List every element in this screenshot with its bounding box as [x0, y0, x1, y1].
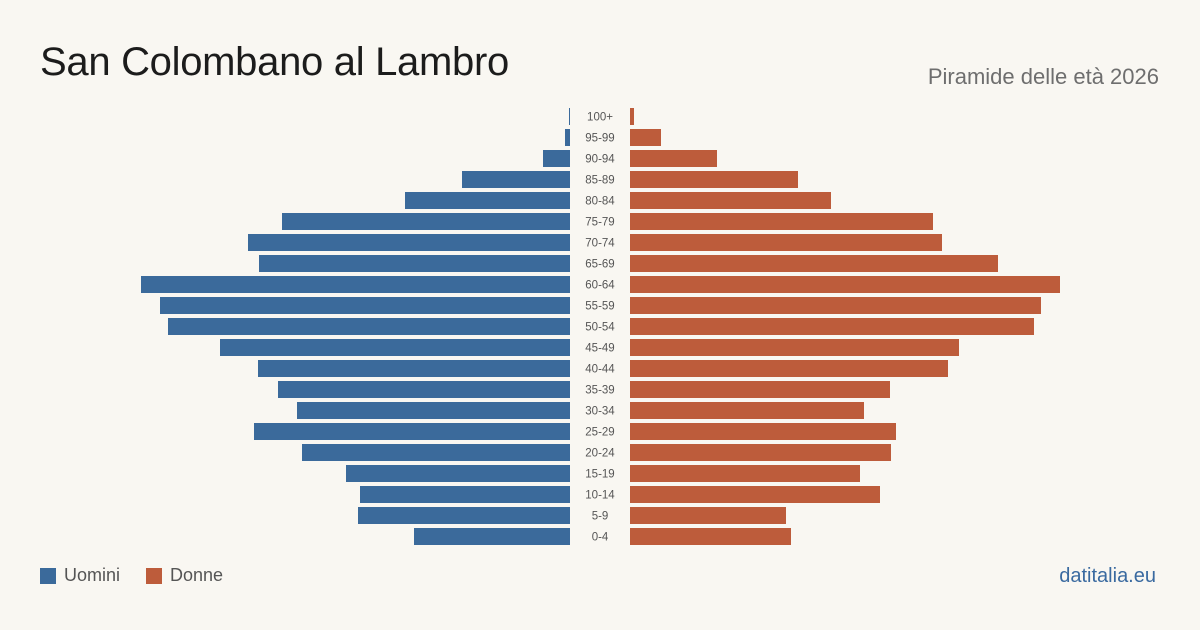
age-group-label: 40-44	[585, 364, 615, 376]
age-group-label: 95-99	[585, 133, 614, 145]
age-group-label: 85-89	[585, 175, 614, 187]
age-group-label: 10-14	[585, 490, 615, 502]
bar-men-75-79	[282, 213, 570, 230]
bar-women-30-34	[630, 402, 864, 419]
bar-men-80-84	[405, 192, 570, 209]
bar-women-25-29	[630, 423, 896, 440]
bar-women-0-4	[630, 528, 791, 545]
bar-men-45-49	[220, 339, 570, 356]
bar-women-60-64	[630, 276, 1060, 293]
bar-women-5-9	[630, 507, 786, 524]
bar-women-40-44	[630, 360, 948, 377]
bar-men-40-44	[258, 360, 570, 377]
legend-item-women: Donne	[146, 565, 223, 586]
bar-men-65-69	[259, 255, 570, 272]
legend-swatch-men	[40, 567, 56, 584]
bar-men-95-99	[565, 129, 570, 146]
bar-women-90-94	[630, 150, 717, 167]
bar-men-15-19	[346, 465, 570, 482]
age-group-label: 50-54	[585, 322, 615, 334]
age-group-label: 5-9	[592, 511, 609, 523]
bar-men-55-59	[160, 297, 570, 314]
bar-women-65-69	[630, 255, 998, 272]
bar-women-45-49	[630, 339, 959, 356]
bar-men-25-29	[254, 423, 570, 440]
bar-men-100+	[569, 108, 570, 125]
legend-swatch-women	[146, 567, 163, 584]
bar-women-50-54	[630, 318, 1034, 335]
legend-label-women: Donne	[170, 565, 224, 585]
age-group-label: 55-59	[585, 301, 614, 313]
age-group-label: 65-69	[585, 259, 614, 271]
bar-men-90-94	[543, 150, 570, 167]
brand-link[interactable]: datitalia.eu	[1059, 565, 1156, 587]
bar-women-35-39	[630, 381, 890, 398]
chart-subtitle: Piramide delle età 2026	[927, 64, 1159, 89]
bar-women-70-74	[630, 234, 942, 251]
age-group-label: 60-64	[585, 280, 615, 292]
age-group-label: 75-79	[585, 217, 614, 229]
age-group-label: 80-84	[585, 196, 615, 208]
bar-men-50-54	[168, 318, 570, 335]
bar-men-35-39	[278, 381, 570, 398]
bar-women-100+	[630, 108, 634, 125]
bar-men-5-9	[358, 507, 570, 524]
bar-women-85-89	[630, 171, 798, 188]
bar-men-60-64	[141, 276, 570, 293]
bar-men-30-34	[297, 402, 570, 419]
bar-women-10-14	[630, 486, 880, 503]
age-group-label: 45-49	[585, 343, 614, 355]
age-group-label: 20-24	[585, 448, 615, 460]
age-group-label: 100+	[587, 112, 613, 124]
age-group-label: 30-34	[585, 406, 615, 418]
age-group-label: 15-19	[585, 469, 614, 481]
bar-men-85-89	[462, 171, 570, 188]
age-group-label: 90-94	[585, 154, 615, 166]
bar-men-70-74	[248, 234, 570, 251]
legend-item-men: Uomini	[40, 565, 120, 586]
bar-men-10-14	[360, 486, 570, 503]
bar-men-0-4	[414, 528, 570, 545]
bar-women-55-59	[630, 297, 1041, 314]
bar-women-75-79	[630, 213, 933, 230]
age-group-label: 35-39	[585, 385, 614, 397]
bar-women-20-24	[630, 444, 891, 461]
legend: Uomini Donne	[40, 565, 249, 586]
age-group-label: 25-29	[585, 427, 614, 439]
bar-women-15-19	[630, 465, 860, 482]
bar-women-80-84	[630, 192, 831, 209]
bar-women-95-99	[630, 129, 661, 146]
legend-label-men: Uomini	[64, 565, 121, 585]
age-group-label: 0-4	[592, 532, 609, 544]
bar-men-20-24	[302, 444, 570, 461]
age-group-label: 70-74	[585, 238, 615, 250]
chart-title: San Colombano al Lambro	[40, 40, 509, 84]
